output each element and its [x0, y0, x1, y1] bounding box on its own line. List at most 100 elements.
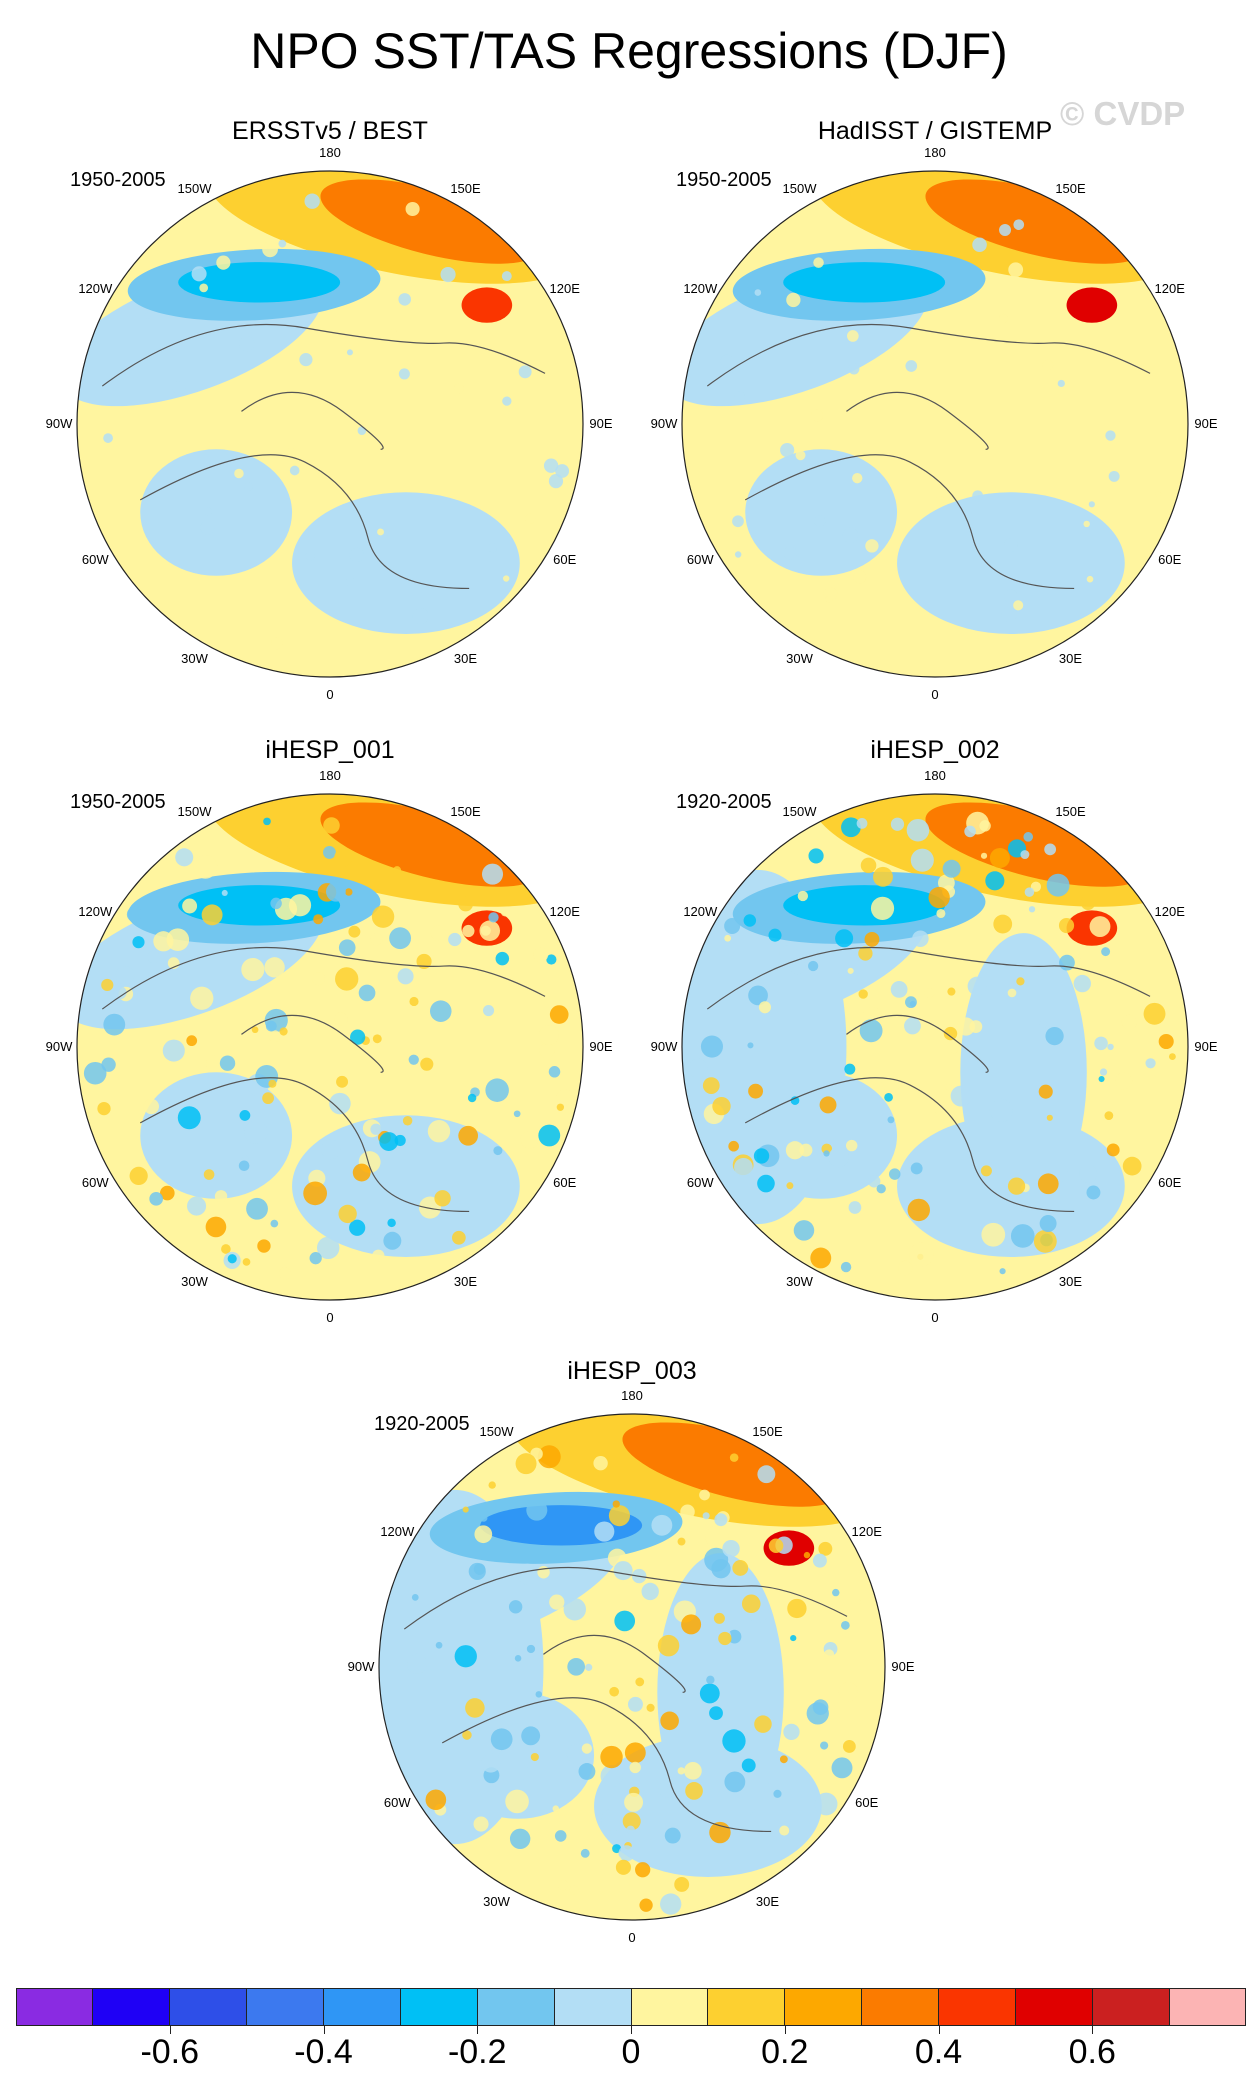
- colorbar-cell: [554, 1988, 632, 2026]
- field-cell: [159, 1185, 175, 1201]
- field-cell: [787, 1598, 807, 1619]
- field-cell: [681, 1614, 702, 1635]
- longitude-label: 30E: [1058, 1273, 1083, 1289]
- field-cell: [677, 1767, 685, 1775]
- longitude-label: 30W: [181, 1273, 208, 1289]
- field-cell: [299, 353, 313, 367]
- field-cell: [481, 1753, 501, 1773]
- field-cell: [924, 987, 935, 998]
- field-cell: [1044, 843, 1057, 856]
- field-cell: [563, 1598, 587, 1621]
- field-cell: [807, 960, 819, 972]
- field-cell: [268, 1079, 277, 1088]
- field-cell: [840, 1261, 852, 1273]
- field-cell: [329, 1092, 351, 1115]
- field-cell: [817, 1153, 825, 1161]
- field-cell: [526, 1499, 548, 1521]
- field-cell: [734, 391, 745, 402]
- longitude-label: 180: [319, 145, 341, 160]
- field-cell: [473, 1816, 489, 1832]
- field-cell: [890, 981, 908, 998]
- region-negative-weak: [140, 1072, 293, 1199]
- field-cell: [201, 904, 223, 926]
- field-cell: [1023, 832, 1034, 842]
- field-cell: [889, 1168, 901, 1180]
- field-cell: [790, 1634, 797, 1642]
- field-cell: [629, 1761, 641, 1774]
- field-cell: [556, 1088, 574, 1106]
- colorbar-tick-label: 0: [621, 2033, 641, 2071]
- field-cell: [552, 1805, 559, 1812]
- field-cell: [757, 1174, 775, 1193]
- longitude-label: 120W: [380, 1523, 415, 1539]
- longitude-label: 60W: [686, 1174, 714, 1190]
- longitude-label: 90W: [650, 416, 678, 431]
- field-cell: [398, 293, 411, 306]
- longitude-label: 150W: [177, 804, 212, 820]
- colorbar-cell: [631, 1988, 709, 2026]
- field-cell: [569, 1885, 579, 1895]
- field-cell: [905, 360, 918, 372]
- field-cell: [370, 1123, 382, 1135]
- field-cell: [304, 193, 320, 209]
- field-cell: [502, 396, 512, 406]
- panel-period: 1950-2005: [70, 169, 166, 191]
- field-cell: [430, 925, 446, 941]
- field-cell: [271, 637, 283, 650]
- field-cell: [748, 985, 768, 1006]
- field-cell: [372, 1034, 382, 1044]
- field-cell: [779, 1825, 790, 1836]
- panel-title: iHESP_003: [567, 1357, 697, 1385]
- field-cell: [1037, 1173, 1059, 1195]
- field-cell: [320, 1139, 341, 1160]
- colorbar-tick: [477, 2026, 479, 2034]
- field-cell: [1121, 1014, 1137, 1030]
- field-cell: [842, 1740, 856, 1753]
- field-cell: [1059, 954, 1075, 971]
- field-cell: [407, 1653, 428, 1674]
- field-cell: [1122, 1156, 1142, 1176]
- colorbar-cell: [708, 1988, 786, 2026]
- field-cell: [813, 257, 824, 268]
- field-cell: [1086, 1185, 1101, 1200]
- colorbar-tick-label: -0.6: [140, 2033, 200, 2071]
- field-cell: [429, 1000, 452, 1022]
- field-cell: [734, 551, 742, 558]
- field-cell: [890, 817, 905, 831]
- field-cell: [702, 1077, 720, 1094]
- field-cell: [533, 947, 549, 963]
- field-cell: [998, 313, 1009, 324]
- field-cell: [227, 1254, 237, 1264]
- field-cell: [835, 929, 854, 948]
- field-cell: [828, 1146, 850, 1168]
- coastlines: [403, 1566, 848, 1833]
- field-cell: [1089, 916, 1111, 937]
- field-cell: [622, 1812, 641, 1831]
- field-cell: [312, 972, 325, 986]
- colorbar-cell: [169, 1988, 247, 2026]
- field-cell: [865, 539, 879, 553]
- field-cell: [548, 1066, 561, 1078]
- field-cell: [768, 1538, 784, 1554]
- field-cell: [614, 1610, 636, 1632]
- field-cell: [624, 1742, 646, 1764]
- field-cell: [585, 1663, 593, 1671]
- field-cell: [786, 292, 801, 308]
- field-cell: [402, 1116, 413, 1126]
- field-cell: [515, 1453, 537, 1475]
- field-cell: [458, 896, 474, 912]
- field-cell: [773, 1789, 782, 1798]
- colorbar-cell: [246, 1988, 324, 2026]
- field-cell: [757, 1465, 776, 1484]
- colorbar-tick: [631, 2026, 632, 2034]
- field-cell: [1104, 1111, 1114, 1120]
- longitude-label: 150W: [782, 804, 817, 820]
- field-cell: [171, 380, 186, 395]
- field-cell: [190, 986, 214, 1010]
- longitude-label: 90W: [347, 1659, 375, 1674]
- field-cell: [412, 608, 429, 624]
- field-cell: [1145, 1058, 1156, 1069]
- field-cell: [581, 1743, 593, 1754]
- field-cell: [264, 957, 285, 978]
- field-cell: [704, 1547, 729, 1572]
